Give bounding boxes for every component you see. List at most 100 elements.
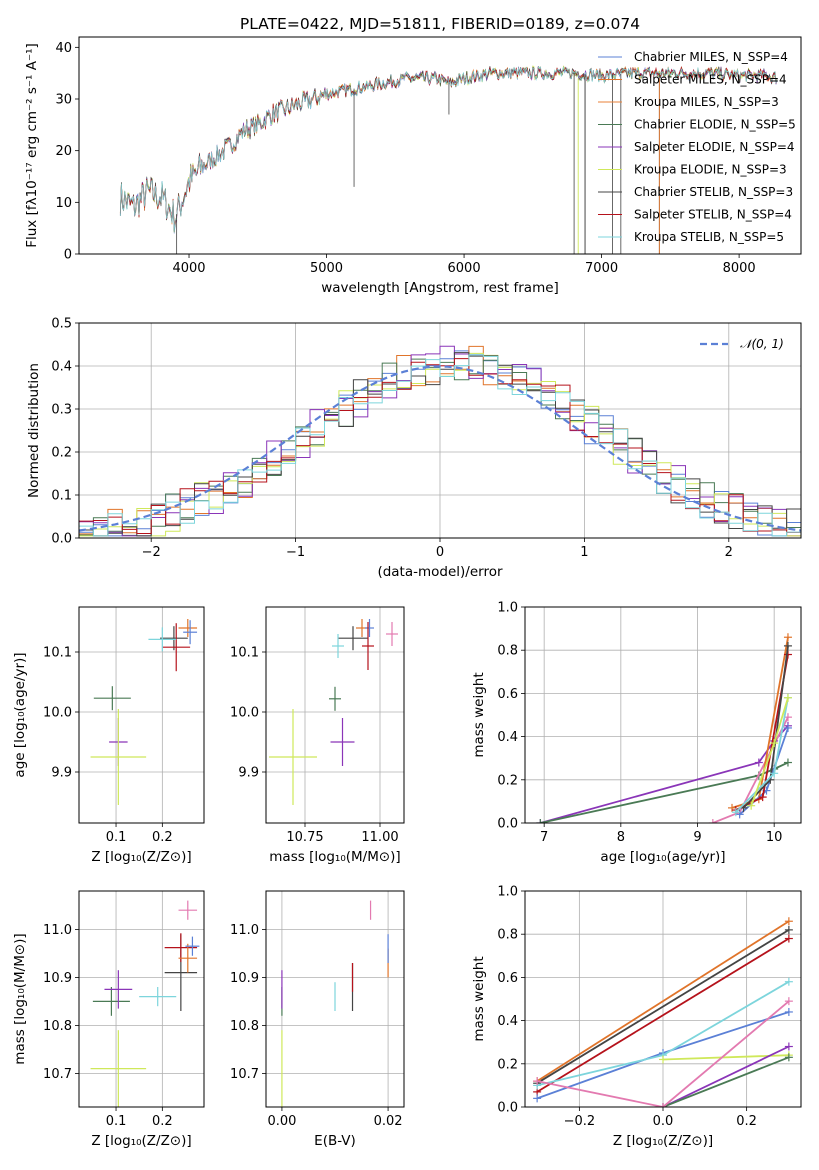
y-tick-label: 1.0 — [497, 601, 518, 616]
y-tick-label: 10.0 — [230, 706, 259, 721]
x-tick-label: 0.1 — [106, 830, 127, 845]
legend-label-kroupa_stelib: Kroupa STELIB, N_SSP=5 — [634, 230, 784, 244]
mass_vs_Z-panel: 0.1 0.2 10.7 10.8 10.9 11.0 Z [log₁₀(Z/Z⊙)] mas… — [12, 890, 205, 1149]
axes-frame — [78, 36, 802, 255]
y-tick-label: 9.9 — [238, 766, 259, 781]
x-tick-label: 0 — [436, 545, 444, 560]
y-tick-label: 40 — [55, 41, 72, 56]
y-tick-label: 0.6 — [497, 687, 518, 702]
weight-line-chabrier_stelib — [536, 929, 790, 1084]
x-tick-label: 0.1 — [106, 1114, 127, 1129]
y-tick-label: 0.2 — [497, 773, 518, 788]
x-tick-label: −1 — [286, 545, 305, 560]
x-tick-label: 2 — [725, 545, 733, 560]
x-tick-label: 5000 — [310, 261, 343, 276]
y-tick-label: 9.9 — [51, 766, 72, 781]
weight_vs_age-plot-area — [536, 633, 792, 823]
y-tick-label: 10.9 — [43, 971, 72, 986]
x-axis-label: mass [log₁₀(M/M⊙)] — [269, 849, 400, 865]
y-tick-label: 0.2 — [497, 1057, 518, 1072]
y-tick-label: 10.8 — [43, 1019, 72, 1034]
x-tick-label: −0.2 — [564, 1114, 596, 1129]
x-tick-label: 7000 — [585, 261, 618, 276]
age_vs_mass-panel: 10.75 11.00 9.9 10.0 10.1 mass [log₁₀(M/M⊙)] — [230, 606, 405, 865]
normal-curve — [79, 365, 801, 532]
y-tick-label: 0.8 — [497, 644, 518, 659]
y-axis-label: age [log₁₀(age/yr)] — [12, 652, 28, 777]
axes-frame — [78, 606, 205, 824]
spectrum-plot-area — [119, 65, 778, 254]
x-axis-label: (data-model)/error — [377, 564, 503, 580]
x-tick-label: 0.2 — [152, 1114, 173, 1129]
x-tick-label: 0.2 — [152, 830, 173, 845]
y-tick-label: 0 — [64, 248, 72, 263]
weight-line-salpeter_miles — [536, 920, 790, 1082]
x-tick-label: 4000 — [172, 261, 205, 276]
legend-label-kroupa_miles: Kroupa MILES, N_SSP=3 — [634, 95, 779, 109]
legend-label-salpeter_miles: Salpeter MILES, N_SSP=4 — [634, 73, 787, 87]
y-tick-label: 0.8 — [497, 928, 518, 943]
legend-label-chabrier_stelib: Chabrier STELIB, N_SSP=3 — [634, 185, 793, 199]
spectrum-panel: 4000 5000 6000 7000 8000 0 10 20 30 40 wavelength … — [24, 36, 802, 296]
x-tick-label: 0.02 — [374, 1114, 403, 1129]
y-tick-label: 0.3 — [51, 403, 72, 418]
x-tick-label: 11.00 — [361, 830, 398, 845]
x-tick-label: 0.0 — [653, 1114, 674, 1129]
mass_vs_ebv-panel: 0.00 0.02 10.7 10.8 10.9 11.0 E(B-V) — [230, 890, 405, 1149]
axes-frame — [78, 890, 205, 1108]
x-tick-label: −2 — [142, 545, 161, 560]
spectrum-line-kroupa_stelib — [119, 66, 778, 232]
x-tick-label: 1 — [580, 545, 588, 560]
x-axis-label: wavelength [Angstrom, rest frame] — [321, 280, 559, 296]
mass_vs_Z-plot-area — [90, 900, 200, 1107]
x-axis-label: age [log₁₀(age/yr)] — [600, 849, 725, 865]
legend-label-chabrier_miles: Chabrier MILES, N_SSP=4 — [634, 50, 788, 64]
y-tick-label: 0.0 — [497, 817, 518, 832]
x-axis-label: Z [log₁₀(Z/Z⊙)] — [91, 849, 191, 865]
y-axis-label: mass [log₁₀(M/M⊙)] — [12, 933, 28, 1064]
y-tick-label: 10 — [55, 196, 72, 211]
mass_vs_ebv-plot-area — [281, 900, 389, 1107]
x-axis-label: E(B-V) — [314, 1133, 356, 1149]
y-axis-label: mass weight — [471, 956, 487, 1041]
y-tick-label: 10.8 — [230, 1019, 259, 1034]
y-tick-label: 20 — [55, 144, 72, 159]
legend-label-salpeter_elodie: Salpeter ELODIE, N_SSP=4 — [634, 140, 795, 154]
y-tick-label: 0.5 — [51, 317, 72, 332]
y-tick-label: 10.7 — [230, 1067, 259, 1082]
x-axis-label: Z [log₁₀(Z/Z⊙)] — [613, 1133, 713, 1149]
y-tick-label: 1.0 — [497, 885, 518, 900]
x-tick-label: 10.75 — [286, 830, 323, 845]
y-tick-label: 0.2 — [51, 446, 72, 461]
x-tick-label: 9 — [693, 830, 701, 845]
y-tick-label: 0.4 — [497, 730, 518, 745]
weight-line-salpeter_stelib — [536, 937, 790, 1093]
y-tick-label: 0.4 — [497, 1014, 518, 1029]
y-tick-label: 10.7 — [43, 1067, 72, 1082]
figure-title: PLATE=0422, MJD=51811, FIBERID=0189, z=0… — [240, 15, 640, 33]
axes-frame — [265, 606, 405, 824]
y-tick-label: 10.0 — [43, 706, 72, 721]
axes-frame — [524, 890, 802, 1108]
x-tick-label: 7 — [540, 830, 548, 845]
x-tick-label: 8000 — [723, 261, 756, 276]
y-tick-label: 10.1 — [43, 646, 72, 661]
histogram-kroupa_stelib — [79, 354, 801, 537]
y-tick-label: 0.0 — [51, 532, 72, 547]
y-axis-label: Flux [fλ10⁻¹⁷ erg cm⁻² s⁻¹ A⁻¹] — [24, 43, 40, 248]
y-tick-label: 11.0 — [230, 923, 259, 938]
y-axis-label: Normed distribution — [26, 363, 42, 498]
weight-line-chabrier_elodie — [662, 1056, 790, 1107]
y-tick-label: 10.9 — [230, 971, 259, 986]
y-tick-label: 30 — [55, 93, 72, 108]
x-tick-label: 8 — [617, 830, 625, 845]
residuals-plot-area — [79, 345, 801, 537]
axes-frame — [524, 606, 802, 824]
legend-label-kroupa_elodie: Kroupa ELODIE, N_SSP=3 — [634, 163, 787, 177]
weight_vs_Z-panel: −0.2 0.0 0.2 0.0 0.2 0.4 0.6 0.8 1.0 Z [log₁₀(Z/Z… — [471, 885, 802, 1149]
y-tick-label: 10.1 — [230, 646, 259, 661]
y-tick-label: 0.0 — [497, 1101, 518, 1116]
weight_vs_age-panel: 7 8 9 10 0.0 0.2 0.4 0.6 0.8 1.0 age [log₁₀(age/yr… — [471, 601, 802, 865]
axes-frame — [78, 322, 802, 539]
